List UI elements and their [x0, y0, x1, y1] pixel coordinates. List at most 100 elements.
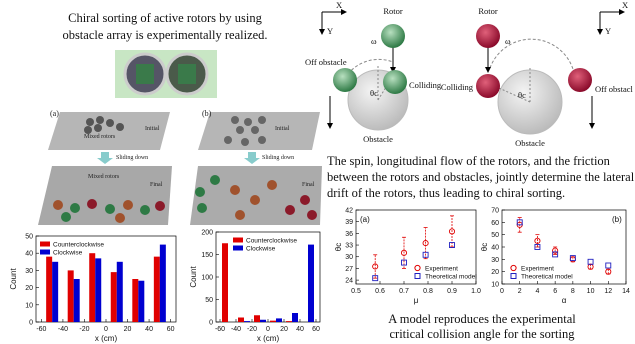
- diagram-label: Off obstacl: [595, 84, 633, 94]
- diagram-label: Off obstacle: [305, 57, 347, 67]
- diagram-label: ω: [371, 36, 377, 46]
- diagram-label: Colliding: [409, 80, 442, 90]
- legend-label: Experiment: [425, 265, 458, 272]
- photo-label: Sliding down: [262, 155, 294, 161]
- point: [606, 263, 611, 268]
- x-tick-label: 40: [296, 326, 304, 333]
- x-tick-label: 0: [266, 326, 270, 333]
- x-tick-label: 2: [518, 288, 522, 295]
- y-tick-label: 70: [491, 208, 499, 215]
- x-tick-label: 20: [124, 326, 132, 333]
- legend-swatch: [233, 246, 243, 251]
- legend-swatch: [511, 274, 516, 279]
- photo-panel: (a) Initial Mixed rotors Sliding down Fi…: [38, 109, 172, 225]
- bar: [138, 281, 144, 322]
- bar: [117, 262, 123, 322]
- diagram-label: θc: [518, 90, 526, 100]
- rotor-photo: [115, 50, 217, 98]
- y-tick-label: 0: [29, 320, 33, 327]
- photo-label: Mixed rotors: [88, 174, 120, 180]
- photo-label: Final: [150, 182, 163, 188]
- diagram-label: Obstacle: [515, 138, 545, 148]
- bar: [68, 270, 74, 322]
- x-tick-label: 60: [167, 326, 175, 333]
- bar: [154, 257, 160, 322]
- y-tick-label: 30: [25, 268, 33, 275]
- x-tick-label: 0.9: [447, 288, 457, 295]
- y-tick-label: 20: [25, 285, 33, 292]
- x-axis-label: μ: [414, 296, 419, 305]
- bar: [308, 245, 314, 322]
- point: [588, 259, 593, 264]
- y-tick-label: 40: [25, 251, 33, 258]
- x-tick-label: -60: [36, 326, 46, 333]
- x-tick-label: -60: [215, 326, 225, 333]
- x-tick-label: 0.8: [423, 288, 433, 295]
- diagram-label: ω: [505, 36, 511, 46]
- caption-line: drift of the rotors, thus leading to chi…: [327, 186, 565, 200]
- x-tick-label: 8: [571, 288, 575, 295]
- axis-label: X: [336, 0, 342, 10]
- bar: [238, 318, 244, 323]
- x-tick-label: 14: [622, 288, 630, 295]
- x-axis-label: x (cm): [95, 334, 118, 343]
- y-axis-label: θc: [334, 243, 343, 251]
- y-tick-label: 50: [491, 232, 499, 239]
- diagram-label: Rotor: [478, 6, 498, 16]
- error-bar: [424, 228, 428, 259]
- bar: [89, 253, 95, 322]
- x-tick-label: -40: [58, 326, 68, 333]
- y-tick-label: 100: [201, 275, 213, 282]
- bar: [46, 257, 52, 322]
- bar: [292, 313, 298, 322]
- x-axis-label: α: [562, 296, 567, 305]
- caption-line: Chiral sorting of active rotors by using: [68, 11, 262, 25]
- caption-line: obstacle array is experimentally realize…: [62, 28, 267, 42]
- x-tick-label: 0: [104, 326, 108, 333]
- error-bar: [373, 255, 377, 278]
- legend-swatch: [511, 265, 516, 270]
- legend-label: Theoretical model: [425, 273, 477, 280]
- diagram: X Y Rotor ω Off obstacle Colliding θc Ob…: [305, 0, 442, 144]
- photo-label: Final: [302, 182, 315, 188]
- diagram: X Y Rotor ω Off obstacl Colliding θc Obs…: [441, 0, 634, 148]
- photo-label: Initial: [275, 126, 290, 132]
- x-tick-label: 4: [535, 288, 539, 295]
- photo-panel: (b) Initial Sliding down Final: [190, 109, 322, 225]
- x-tick-label: 6: [553, 288, 557, 295]
- x-tick-label: 0.5: [351, 288, 361, 295]
- x-tick-label: 0: [500, 288, 504, 295]
- x-tick-label: -20: [247, 326, 257, 333]
- y-tick-label: 10: [491, 282, 499, 289]
- y-tick-label: 40: [491, 245, 499, 252]
- legend-swatch: [40, 242, 50, 247]
- bar: [254, 315, 260, 322]
- y-tick-label: 27: [345, 266, 353, 273]
- x-tick-label: 20: [280, 326, 288, 333]
- bar: [270, 321, 276, 322]
- photo-label: Mixed rotors: [84, 134, 116, 140]
- y-tick-label: 30: [345, 254, 353, 261]
- error-bar: [535, 235, 539, 247]
- bar: [95, 258, 101, 322]
- y-tick-label: 60: [491, 220, 499, 227]
- x-tick-label: -20: [79, 326, 89, 333]
- legend-label: Clockwise: [246, 245, 276, 252]
- legend-swatch: [415, 274, 420, 279]
- diagram-label: Obstacle: [363, 134, 393, 144]
- bar: [111, 272, 117, 322]
- y-tick-label: 36: [345, 231, 353, 238]
- diagram-label: Colliding: [441, 82, 474, 92]
- bar: [286, 321, 292, 322]
- bar: [132, 279, 138, 322]
- y-axis-label: Count: [189, 266, 198, 288]
- x-axis-label: x (cm): [257, 334, 280, 343]
- panel-label: (a): [360, 215, 370, 224]
- caption-line: critical collision angle for the sorting: [389, 327, 575, 341]
- bar: [276, 318, 282, 322]
- caption-line: The spin, longitudinal flow of the rotor…: [327, 154, 611, 168]
- bar: [74, 279, 80, 322]
- x-tick-label: 0.6: [375, 288, 385, 295]
